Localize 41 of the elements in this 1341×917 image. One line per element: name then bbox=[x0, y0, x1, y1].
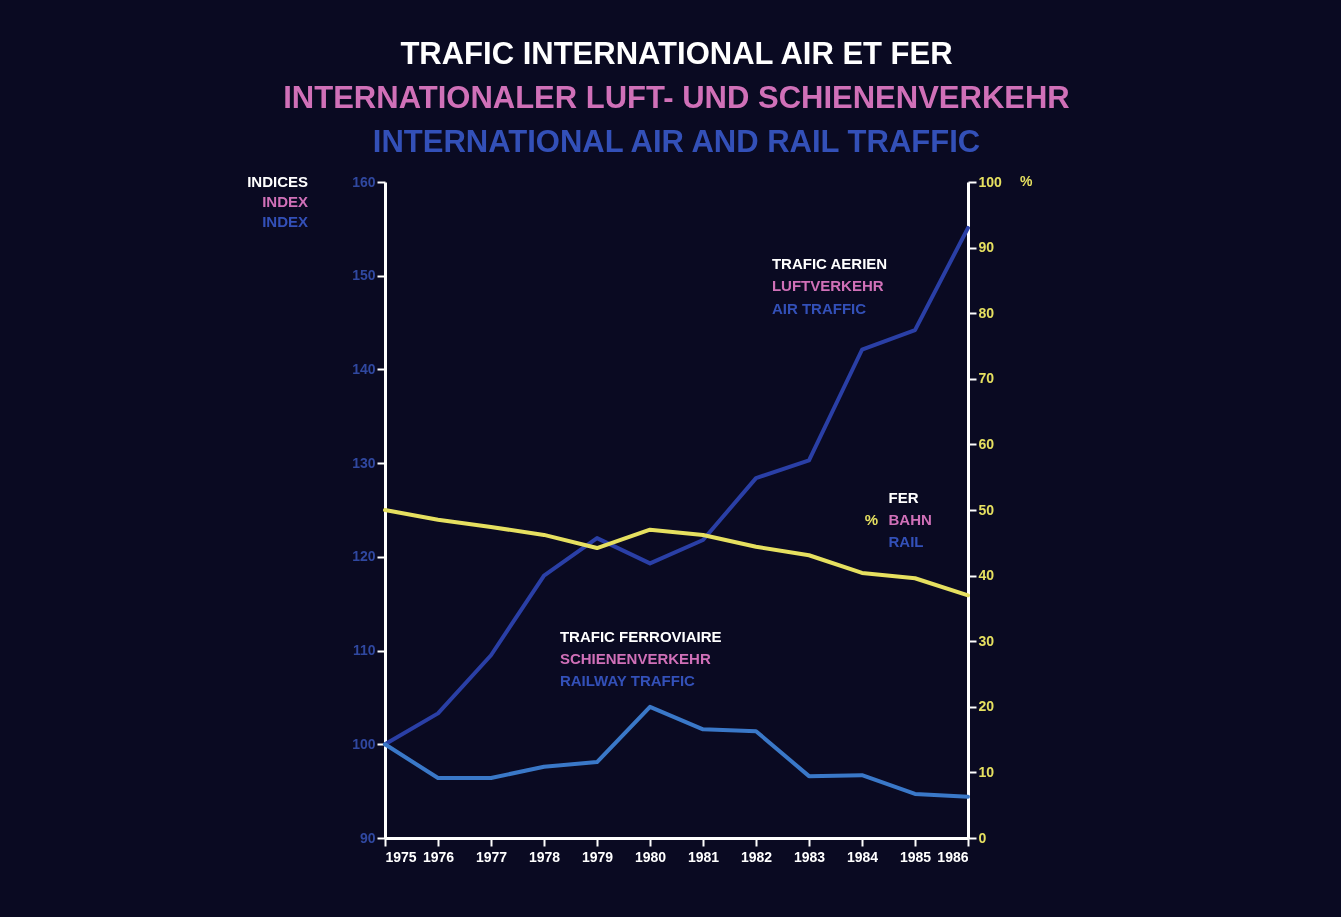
y2-tick-label: 50 bbox=[978, 501, 995, 518]
x-tick-label: 1983 bbox=[793, 848, 826, 865]
y2-tick-label: 100 bbox=[978, 173, 1003, 190]
text: % bbox=[1020, 173, 1033, 189]
y2-tick-label: 70 bbox=[978, 370, 995, 387]
x-tick-label: 1977 bbox=[475, 848, 508, 865]
chart-title: TRAFIC INTERNATIONAL AIR ET FER INTERNATIONALER LUFT- UND SCHIENENVERKEHR INTERNATIONAL AIR AND RAIL TRAFFIC bbox=[283, 36, 1070, 159]
x-tick-label: 1978 bbox=[528, 848, 561, 865]
line-series bbox=[383, 704, 970, 799]
y2-tick-label: 20 bbox=[978, 698, 995, 715]
series-label: FER BAHN RAIL bbox=[888, 488, 932, 550]
y2-tick-label: 0 bbox=[978, 829, 987, 846]
x-tick-label: 1980 bbox=[634, 848, 667, 865]
y-tick-label: 110 bbox=[352, 642, 376, 659]
y2-tick-label: 40 bbox=[978, 567, 995, 584]
y-tick-label: 120 bbox=[352, 548, 376, 565]
y2-tick-label: 10 bbox=[978, 763, 995, 780]
series-label: TRAFIC AERIEN LUFTVERKEHR AIR TRAFFIC bbox=[771, 255, 888, 317]
x-tick-label: 1975 bbox=[385, 848, 417, 865]
x-tick-label: 1985 bbox=[899, 848, 932, 865]
y-tick-label: 90 bbox=[359, 829, 376, 846]
line-series bbox=[383, 225, 970, 747]
x-tick-label: 1979 bbox=[581, 848, 614, 865]
y2-axis-title: % bbox=[864, 510, 878, 528]
y2-tick-label: 60 bbox=[978, 435, 995, 452]
y-tick-label: 150 bbox=[352, 267, 376, 284]
y-tick-label: 140 bbox=[352, 360, 376, 377]
y2-tick-label: 30 bbox=[978, 632, 995, 649]
text: TRAFIC FERROVIAIRE SCHIENENVERKEHR RAILWAY TRAFFIC bbox=[559, 627, 722, 689]
x-tick-label: 1986 bbox=[937, 848, 969, 865]
y-tick-label: 130 bbox=[352, 454, 376, 471]
x-tick-label: 1982 bbox=[740, 848, 773, 865]
line-series bbox=[383, 508, 970, 598]
y-tick-label: 100 bbox=[352, 735, 376, 752]
y2-tick-label: 90 bbox=[978, 239, 995, 256]
y-tick-label: 160 bbox=[352, 173, 376, 190]
x-tick-label: 1984 bbox=[846, 848, 879, 865]
y2-tick-label: 80 bbox=[978, 304, 995, 321]
x-tick-label: 1981 bbox=[687, 848, 720, 865]
x-tick-label: 1976 bbox=[422, 848, 455, 865]
y-axis-title: INDICES INDEX INDEX bbox=[247, 173, 308, 230]
